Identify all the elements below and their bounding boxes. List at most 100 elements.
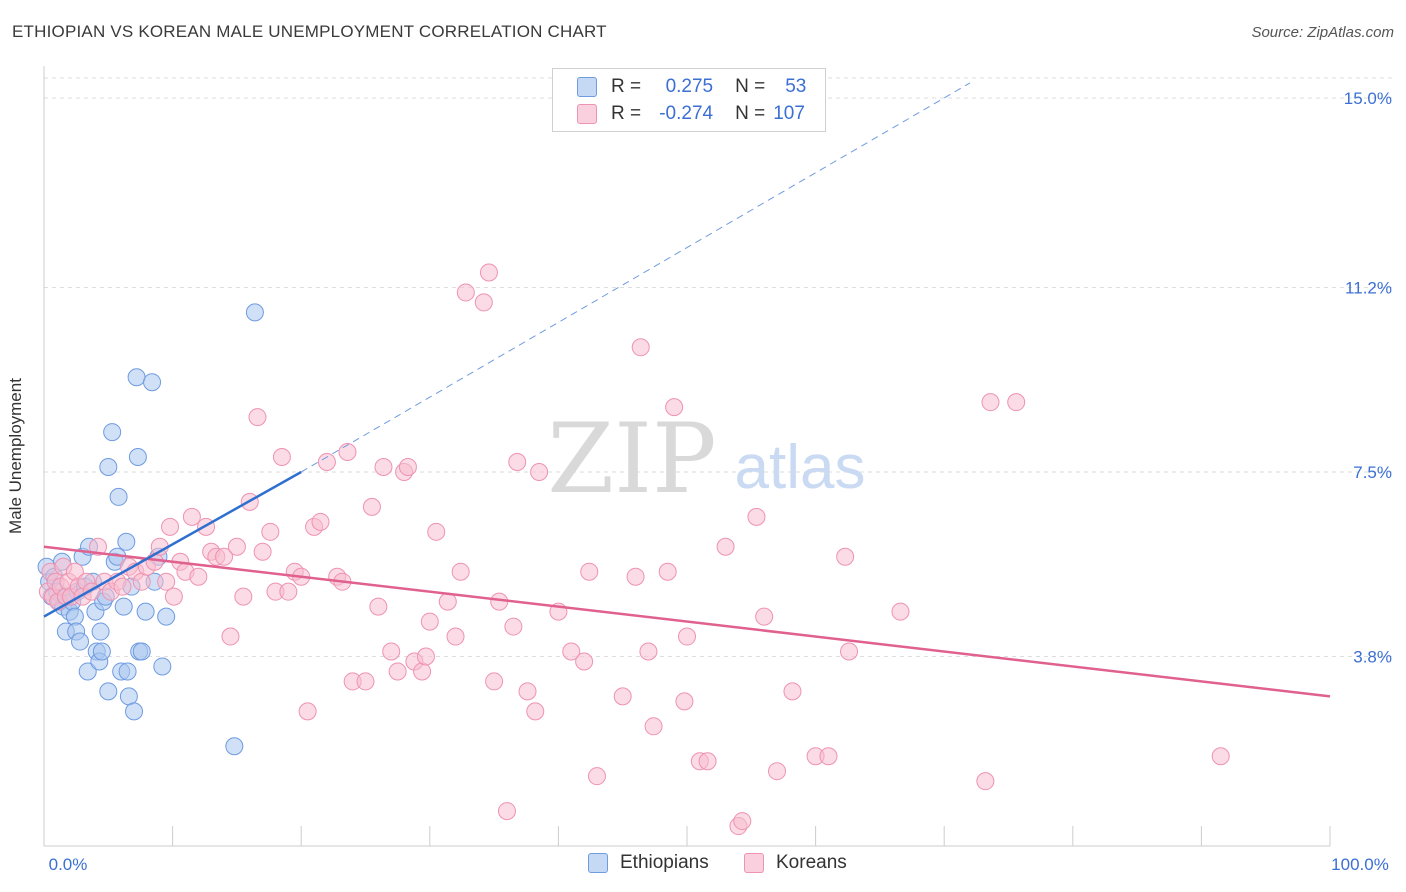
korean-point xyxy=(639,642,658,661)
legend-row-koreans: R = -0.274 N = 107 xyxy=(577,101,805,127)
korean-point xyxy=(113,577,132,596)
axes xyxy=(43,66,1331,847)
ethiopian-point xyxy=(99,457,118,476)
korean-point xyxy=(132,572,151,591)
legend-r-label: R = xyxy=(611,103,642,124)
korean-point xyxy=(675,692,694,711)
legend-r-label: R = xyxy=(611,76,642,97)
ethiopian-trend-line xyxy=(43,470,302,618)
legend-r-value: -0.274 xyxy=(659,103,714,124)
korean-point xyxy=(338,443,357,462)
legend-item-ethiopians[interactable]: Ethiopians xyxy=(588,852,709,874)
korean-point xyxy=(311,512,330,531)
korean-point xyxy=(665,398,684,417)
korean-point xyxy=(382,642,401,661)
korean-point xyxy=(562,642,581,661)
korean-point xyxy=(298,702,317,721)
ethiopian-point xyxy=(128,448,147,467)
korean-point xyxy=(1007,393,1026,412)
korean-point xyxy=(755,607,774,626)
y-tick-label: 15.0% xyxy=(1344,89,1392,108)
korean-point xyxy=(89,537,108,556)
korean-point xyxy=(420,612,439,631)
ethiopian-point xyxy=(125,702,144,721)
korean-point xyxy=(698,752,717,771)
trend-lines xyxy=(43,82,1331,698)
legend-r-value: 0.275 xyxy=(665,76,714,97)
korean-point xyxy=(189,567,208,586)
legend-item-koreans[interactable]: Koreans xyxy=(744,852,847,874)
korean-point xyxy=(1211,747,1230,766)
korean-point xyxy=(658,562,677,581)
korean-point xyxy=(261,522,280,541)
y-tick-label: 7.5% xyxy=(1353,463,1392,482)
watermark-atlas: atlas xyxy=(735,433,866,502)
korean-point xyxy=(388,662,407,681)
ethiopian-point xyxy=(65,607,84,626)
legend-swatch-ethiopians xyxy=(588,853,608,873)
legend-swatch-ethiopians xyxy=(577,77,597,97)
ethiopian-point xyxy=(103,423,122,442)
ethiopian-point xyxy=(127,368,146,387)
korean-point xyxy=(272,448,291,467)
korean-point xyxy=(253,542,272,561)
source-credit: Source: ZipAtlas.com xyxy=(1251,24,1394,41)
korean-point xyxy=(446,627,465,646)
y-axis-label: Male Unemployment xyxy=(6,378,25,534)
y-tick-label: 11.2% xyxy=(1345,278,1392,297)
ethiopian-trend-extension xyxy=(300,82,971,473)
korean-point xyxy=(157,572,176,591)
watermark: ZIP atlas xyxy=(547,403,865,515)
korean-point xyxy=(575,652,594,671)
korean-point xyxy=(485,672,504,691)
korean-point xyxy=(451,562,470,581)
korean-point xyxy=(840,642,859,661)
korean-point xyxy=(587,767,606,786)
legend-n-label: N = xyxy=(735,103,766,124)
korean-point xyxy=(362,497,381,516)
legend-n-value: 107 xyxy=(773,103,805,124)
tick-labels: 15.0% 11.2% 7.5% 3.8% 0.0% 100.0% xyxy=(49,89,1392,874)
korean-point xyxy=(398,457,417,476)
x-tick-label: 0.0% xyxy=(49,855,88,874)
ethiopian-point xyxy=(114,597,133,616)
legend-swatch-koreans xyxy=(744,853,764,873)
ethiopian-point xyxy=(109,487,128,506)
legend-label-koreans: Koreans xyxy=(776,852,847,873)
ethiopian-point xyxy=(225,737,244,756)
ethiopian-point xyxy=(153,657,172,676)
ethiopian-point xyxy=(91,622,110,641)
korean-point xyxy=(182,507,201,526)
korean-point xyxy=(891,602,910,621)
correlation-legend: R = 0.275 N = 53 R = -0.274 N = 107 xyxy=(552,68,826,132)
korean-point xyxy=(626,567,645,586)
ethiopian-point xyxy=(78,662,97,681)
ethiopian-point xyxy=(118,662,137,681)
korean-point xyxy=(356,672,375,691)
korean-point xyxy=(819,747,838,766)
korean-point xyxy=(733,812,752,831)
korean-point xyxy=(227,537,246,556)
korean-point xyxy=(613,687,632,706)
ethiopian-point xyxy=(245,303,264,322)
korean-point xyxy=(221,627,240,646)
ethiopian-point xyxy=(117,532,136,551)
korean-point xyxy=(504,617,523,636)
korean-point xyxy=(474,293,493,312)
y-tick-label: 3.8% xyxy=(1353,647,1392,666)
korean-point xyxy=(526,702,545,721)
korean-point xyxy=(374,457,393,476)
ethiopian-point xyxy=(132,642,151,661)
watermark-zip: ZIP xyxy=(547,403,716,515)
korean-point xyxy=(479,263,498,282)
series-legend: Ethiopians Koreans xyxy=(0,852,1406,878)
chart-title: ETHIOPIAN VS KOREAN MALE UNEMPLOYMENT CO… xyxy=(12,22,607,41)
korean-point xyxy=(416,647,435,666)
ethiopian-point xyxy=(143,373,162,392)
ethiopian-point xyxy=(71,632,90,651)
korean-point xyxy=(369,597,388,616)
korean-point xyxy=(644,717,663,736)
korean-point xyxy=(716,537,735,556)
korean-point xyxy=(768,762,787,781)
x-tick-label: 100.0% xyxy=(1331,855,1389,874)
